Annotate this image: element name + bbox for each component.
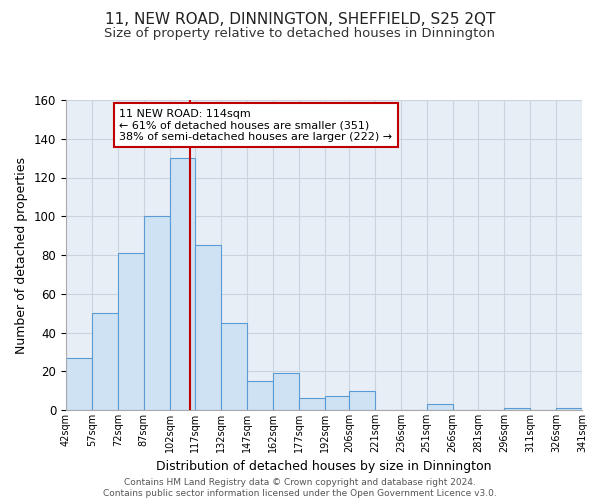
Bar [427, 404, 452, 410]
Bar [325, 396, 349, 410]
Bar [170, 158, 196, 410]
Bar [221, 323, 247, 410]
Bar [505, 408, 530, 410]
Bar [92, 313, 118, 410]
Bar [247, 381, 273, 410]
Bar [143, 216, 170, 410]
Bar [118, 253, 143, 410]
Text: Contains HM Land Registry data © Crown copyright and database right 2024.
Contai: Contains HM Land Registry data © Crown c… [103, 478, 497, 498]
Bar [556, 408, 582, 410]
Text: 11 NEW ROAD: 114sqm
← 61% of detached houses are smaller (351)
38% of semi-detac: 11 NEW ROAD: 114sqm ← 61% of detached ho… [119, 108, 392, 142]
X-axis label: Distribution of detached houses by size in Dinnington: Distribution of detached houses by size … [156, 460, 492, 473]
Bar [66, 358, 92, 410]
Text: 11, NEW ROAD, DINNINGTON, SHEFFIELD, S25 2QT: 11, NEW ROAD, DINNINGTON, SHEFFIELD, S25… [105, 12, 495, 28]
Text: Size of property relative to detached houses in Dinnington: Size of property relative to detached ho… [104, 28, 496, 40]
Bar [349, 390, 375, 410]
Bar [196, 246, 221, 410]
Bar [299, 398, 325, 410]
Y-axis label: Number of detached properties: Number of detached properties [16, 156, 28, 354]
Bar [273, 373, 299, 410]
